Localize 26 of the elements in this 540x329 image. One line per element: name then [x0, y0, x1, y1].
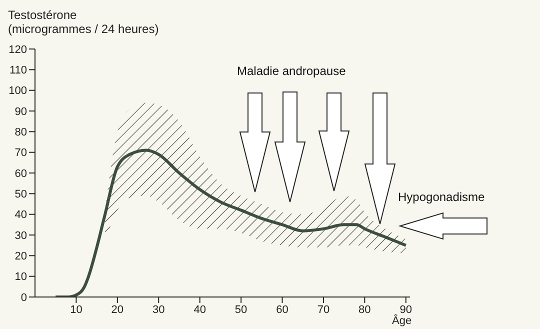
y-tick-label: 30	[14, 230, 27, 242]
x-tick-label: 80	[358, 304, 371, 316]
x-tick-label: 60	[276, 304, 288, 316]
x-tick-label: 70	[317, 304, 330, 316]
x-tick-label: 10	[70, 304, 82, 316]
annotation: Hypogonadisme	[398, 190, 485, 204]
y-axis-title: Testostérone (microgrammes / 24 heures)	[8, 8, 159, 36]
y-tick-label: 70	[14, 147, 27, 160]
x-tick-label: 40	[194, 304, 206, 316]
x-tick-label: 50	[234, 304, 248, 316]
y-tick-label: 20	[14, 250, 27, 263]
y-tick-label: 90	[14, 106, 27, 118]
y-tick-label: 120	[8, 44, 27, 56]
y-tick-label: 60	[14, 168, 27, 180]
x-tick-label: 20	[111, 304, 124, 316]
y-tick-label: 0	[20, 292, 27, 304]
x-axis-title: Âge	[392, 315, 412, 328]
y-tick-label: 110	[9, 64, 27, 77]
y-tick-label: 50	[14, 188, 27, 201]
y-tick-label: 10	[14, 271, 27, 284]
x-tick-label: 90	[400, 304, 412, 316]
y-tick-label: 80	[14, 126, 27, 139]
y-tick-label: 100	[8, 85, 27, 98]
annotation: Maladie andropause	[237, 64, 346, 78]
y-tick-label: 40	[14, 209, 27, 222]
x-tick-label: 30	[152, 304, 165, 316]
